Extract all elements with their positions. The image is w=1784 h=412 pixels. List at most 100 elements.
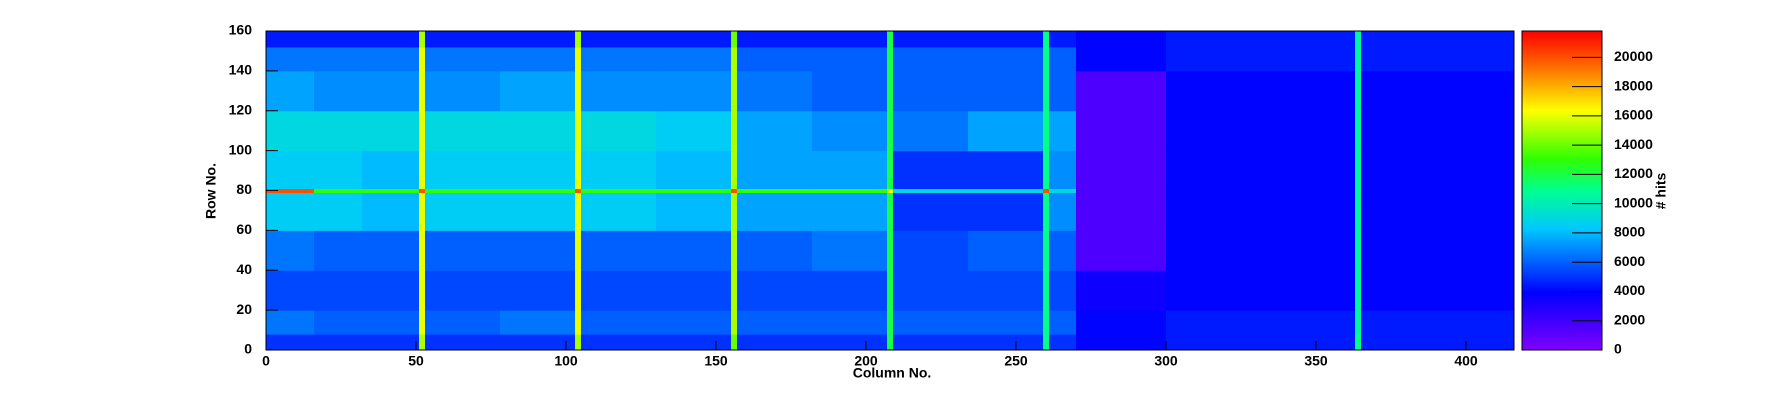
heatmap-cell — [731, 31, 738, 48]
heatmap-cell — [1355, 230, 1362, 271]
heatmap-cell — [1076, 31, 1167, 48]
heatmap-cell — [362, 334, 420, 351]
heatmap-cell — [1355, 192, 1362, 231]
heatmap-cell — [314, 230, 363, 271]
x-tick-label: 150 — [704, 353, 728, 369]
color-bar-tick-label: 10000 — [1614, 194, 1653, 210]
heatmap-cell — [812, 31, 888, 48]
heatmap-cell — [1043, 31, 1050, 48]
y-tick-label: 60 — [236, 221, 252, 237]
heatmap-cell — [1355, 70, 1362, 112]
heatmap-cell — [575, 334, 582, 351]
heatmap-cell — [968, 334, 1044, 351]
heatmap-cell — [1043, 334, 1050, 351]
heatmap-cell — [887, 334, 894, 351]
heatmap-cell — [893, 310, 969, 335]
heatmap-cell — [1076, 70, 1167, 112]
heatmap-cell — [731, 110, 738, 152]
heatmap-cell — [581, 70, 657, 112]
heatmap-cell — [1355, 31, 1362, 48]
heatmap-cell — [500, 334, 576, 351]
heatmap-cell — [1355, 150, 1362, 190]
heatmap-cell — [266, 150, 315, 190]
heatmap-cell — [1361, 70, 1437, 112]
heatmap-cell — [581, 270, 657, 311]
heatmap-cell — [581, 310, 657, 335]
heatmap-cell — [419, 334, 426, 351]
heatmap-cell — [500, 110, 576, 152]
heatmap-cell — [419, 31, 426, 48]
heatmap-cell — [581, 230, 657, 271]
heatmap-cell — [314, 31, 363, 48]
heatmap-cell — [362, 188, 420, 193]
heatmap-cell — [656, 70, 732, 112]
heatmap-cell — [362, 150, 420, 190]
color-bar-tick-label: 14000 — [1614, 136, 1653, 152]
y-tick-label: 120 — [229, 101, 253, 117]
heatmap-cell — [500, 150, 576, 190]
y-axis-label: Row No. — [203, 163, 219, 219]
heatmap-cell — [314, 110, 363, 152]
heatmap-cell — [1436, 192, 1515, 231]
heatmap-cell — [968, 310, 1044, 335]
heatmap-cell — [1043, 310, 1050, 335]
heatmap-cell — [1361, 192, 1437, 231]
heatmap-cell — [1256, 70, 1356, 112]
heatmap-cell — [1049, 150, 1077, 190]
heatmap-cell — [1166, 192, 1257, 231]
heatmap-cell — [887, 270, 894, 311]
heatmap-cell — [314, 334, 363, 351]
heatmap-cell — [1076, 46, 1167, 72]
heatmap-cell — [1043, 70, 1050, 112]
heatmap-cell — [968, 70, 1044, 112]
heatmap-cell — [314, 270, 363, 311]
heatmap-cell — [575, 230, 582, 271]
x-tick-label: 400 — [1454, 353, 1478, 369]
heatmap-cell — [1361, 334, 1437, 351]
heatmap-cell — [1166, 46, 1257, 72]
heatmap-cell — [1256, 192, 1356, 231]
heatmap-cell — [425, 188, 501, 193]
heatmap-cell — [419, 46, 426, 72]
heatmap-cell — [1049, 192, 1077, 231]
heatmap-cell — [656, 188, 732, 193]
heatmap-cell — [266, 70, 315, 112]
heatmap-cell — [656, 110, 732, 152]
heatmap-cell — [425, 70, 501, 112]
heatmap-cell — [887, 230, 894, 271]
x-tick-label: 50 — [408, 353, 424, 369]
x-tick-label: 250 — [1004, 353, 1028, 369]
x-tick-label: 0 — [262, 353, 270, 369]
heatmap-cell — [1043, 270, 1050, 311]
heatmap-cell — [656, 334, 732, 351]
heatmap-cell — [731, 334, 738, 351]
heatmap-cell — [656, 270, 732, 311]
heatmap-cell — [812, 150, 888, 190]
heatmap-cell — [968, 150, 1044, 190]
y-tick-label: 20 — [236, 301, 252, 317]
heatmap-cell — [812, 188, 888, 193]
heatmap-cell — [968, 192, 1044, 231]
heatmap-cell — [1043, 110, 1050, 152]
heatmap-cell — [1043, 188, 1050, 193]
heatmap-cell — [737, 110, 813, 152]
heatmap-cell — [887, 70, 894, 112]
heatmap-cell — [362, 270, 420, 311]
x-tick-label: 300 — [1154, 353, 1178, 369]
heatmap-cell — [1355, 46, 1362, 72]
heatmap-cell — [500, 310, 576, 335]
color-bar-tick-label: 12000 — [1614, 165, 1653, 181]
color-bar-tick-label: 16000 — [1614, 107, 1653, 123]
heatmap-cell — [581, 46, 657, 72]
heatmap-cell — [656, 150, 732, 190]
heatmap-cell — [737, 46, 813, 72]
heatmap-cell — [581, 192, 657, 231]
heatmap-cell — [656, 310, 732, 335]
color-bar-tick-label: 20000 — [1614, 48, 1653, 64]
heatmap-cell — [1166, 70, 1257, 112]
heatmap-cell — [314, 192, 363, 231]
heatmap-cell — [581, 334, 657, 351]
heatmap-cell — [266, 31, 315, 48]
heatmap-cell — [1256, 334, 1356, 351]
heatmap-cell — [500, 46, 576, 72]
